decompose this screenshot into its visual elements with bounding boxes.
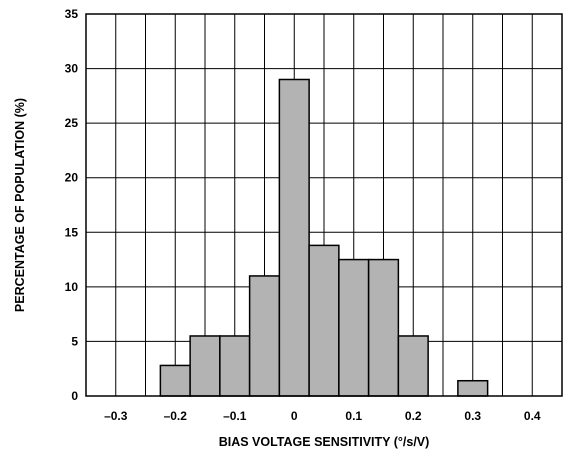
y-tick-label: 5	[71, 334, 78, 348]
x-tick-labels: –0.3 –0.2 –0.1 0 0.1 0.2 0.3 0.4	[104, 409, 541, 423]
histogram-bar	[219, 335, 251, 397]
histogram-bar	[397, 335, 429, 397]
histogram-bar	[338, 258, 370, 397]
y-tick-label: 20	[65, 171, 79, 185]
histogram-bar	[308, 244, 340, 397]
y-tick-label: 0	[71, 389, 78, 403]
y-tick-labels: 0 5 10 15 20 25 30 35	[65, 7, 79, 403]
x-tick-label: –0.2	[164, 409, 188, 423]
histogram-bar	[248, 275, 281, 397]
y-tick-label: 25	[65, 116, 79, 130]
histogram-bar	[278, 78, 310, 397]
histogram-bar	[367, 258, 400, 397]
y-tick-label: 35	[65, 7, 79, 21]
plot-frame	[85, 13, 563, 397]
bars	[159, 78, 489, 397]
y-tick-label: 30	[65, 62, 79, 76]
x-tick-label: 0.1	[345, 409, 362, 423]
histogram-bar	[189, 335, 221, 397]
x-tick-label: 0.3	[464, 409, 481, 423]
histogram-bar	[457, 379, 489, 397]
y-tick-label: 15	[65, 225, 79, 239]
histogram-bar	[159, 364, 191, 397]
y-axis-title: PERCENTAGE OF POPULATION (%)	[13, 98, 27, 312]
y-tick-label: 10	[65, 280, 79, 294]
x-axis-title: BIAS VOLTAGE SENSITIVITY (°/s/V)	[219, 435, 430, 449]
x-tick-label: 0.4	[524, 409, 541, 423]
x-tick-label: 0	[291, 409, 298, 423]
x-tick-label: –0.1	[223, 409, 247, 423]
x-tick-label: –0.3	[104, 409, 128, 423]
x-tick-label: 0.2	[405, 409, 422, 423]
